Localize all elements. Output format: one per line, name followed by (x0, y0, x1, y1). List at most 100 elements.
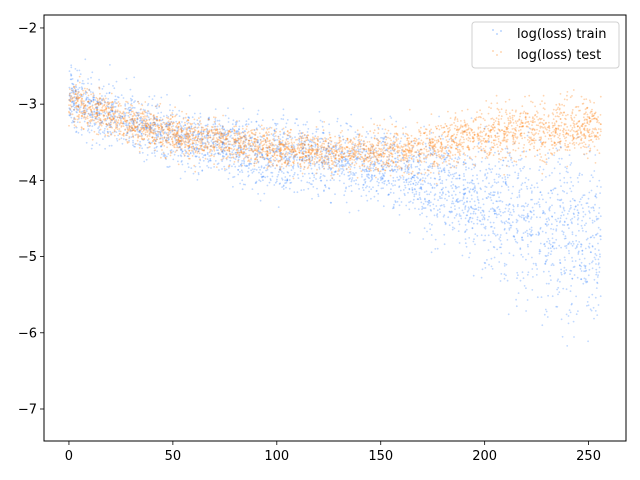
data-point (357, 146, 359, 148)
data-point (294, 122, 296, 125)
data-point (109, 121, 112, 124)
data-point (344, 190, 347, 193)
data-point (508, 222, 511, 225)
data-point (227, 178, 230, 180)
data-point (113, 87, 116, 90)
data-point (156, 104, 158, 107)
data-point (89, 102, 91, 105)
data-point (266, 157, 268, 160)
data-point (421, 173, 423, 176)
data-point (464, 217, 467, 220)
data-point (507, 189, 510, 191)
data-point (140, 103, 143, 105)
data-point (368, 140, 371, 143)
data-point (347, 129, 349, 131)
data-point (582, 116, 585, 119)
data-point (522, 147, 525, 149)
data-point (286, 179, 289, 182)
data-point (220, 131, 223, 134)
data-point (395, 136, 398, 139)
data-point (476, 178, 479, 180)
data-point (195, 134, 197, 137)
data-point (317, 128, 319, 131)
data-point (426, 193, 429, 196)
data-point (276, 149, 278, 152)
data-point (345, 201, 348, 204)
data-point (535, 264, 538, 267)
data-point (166, 134, 169, 137)
data-point (515, 109, 517, 112)
data-point (580, 261, 583, 264)
data-point (166, 166, 169, 168)
data-point (503, 221, 506, 224)
data-point (131, 118, 134, 121)
data-point (111, 109, 113, 112)
data-point (572, 266, 575, 268)
data-point (329, 168, 332, 171)
data-point (458, 177, 461, 180)
data-point (279, 167, 282, 169)
data-point (490, 107, 492, 110)
data-point (120, 137, 123, 140)
data-point (555, 228, 558, 231)
data-point (203, 148, 206, 151)
data-point (452, 183, 455, 186)
data-point (177, 142, 180, 144)
data-point (301, 137, 304, 140)
data-point (366, 173, 368, 176)
data-point (155, 105, 157, 108)
data-point (270, 159, 272, 162)
data-point (190, 167, 193, 170)
data-point (269, 178, 272, 180)
data-point (512, 185, 514, 188)
data-point (357, 209, 360, 212)
data-point (527, 203, 530, 206)
data-point (519, 247, 522, 250)
data-point (72, 103, 75, 106)
data-point (500, 252, 503, 255)
data-point (228, 156, 231, 159)
data-point (427, 150, 430, 153)
data-point (512, 164, 515, 167)
data-point (160, 119, 162, 122)
data-point (126, 140, 129, 143)
data-point (588, 144, 591, 146)
data-point (72, 105, 75, 108)
data-point (595, 218, 598, 221)
data-point (453, 166, 456, 169)
data-point (593, 256, 596, 259)
data-point (156, 103, 159, 106)
data-point (265, 164, 267, 167)
data-point (187, 133, 190, 135)
data-point (376, 124, 379, 127)
data-point (462, 161, 465, 164)
data-point (136, 139, 139, 142)
data-point (440, 204, 443, 207)
data-point (404, 194, 406, 197)
data-point (363, 170, 366, 173)
data-point (586, 280, 588, 283)
data-point (333, 160, 336, 163)
data-point (419, 196, 421, 199)
data-point (412, 160, 415, 163)
data-point (548, 242, 551, 245)
data-point (482, 223, 485, 226)
data-point (382, 168, 385, 171)
data-point (425, 145, 427, 148)
data-point (216, 119, 219, 122)
data-point (342, 164, 345, 167)
data-point (286, 171, 289, 173)
data-point (110, 115, 112, 118)
data-point (268, 181, 271, 184)
data-point (597, 226, 600, 229)
data-point (350, 173, 352, 175)
data-point (441, 182, 444, 185)
data-point (340, 160, 343, 162)
data-point (68, 70, 71, 72)
data-point (264, 139, 267, 142)
data-point (559, 179, 562, 182)
data-point (497, 181, 500, 184)
data-point (599, 238, 602, 241)
data-point (280, 152, 283, 155)
data-point (563, 177, 566, 179)
